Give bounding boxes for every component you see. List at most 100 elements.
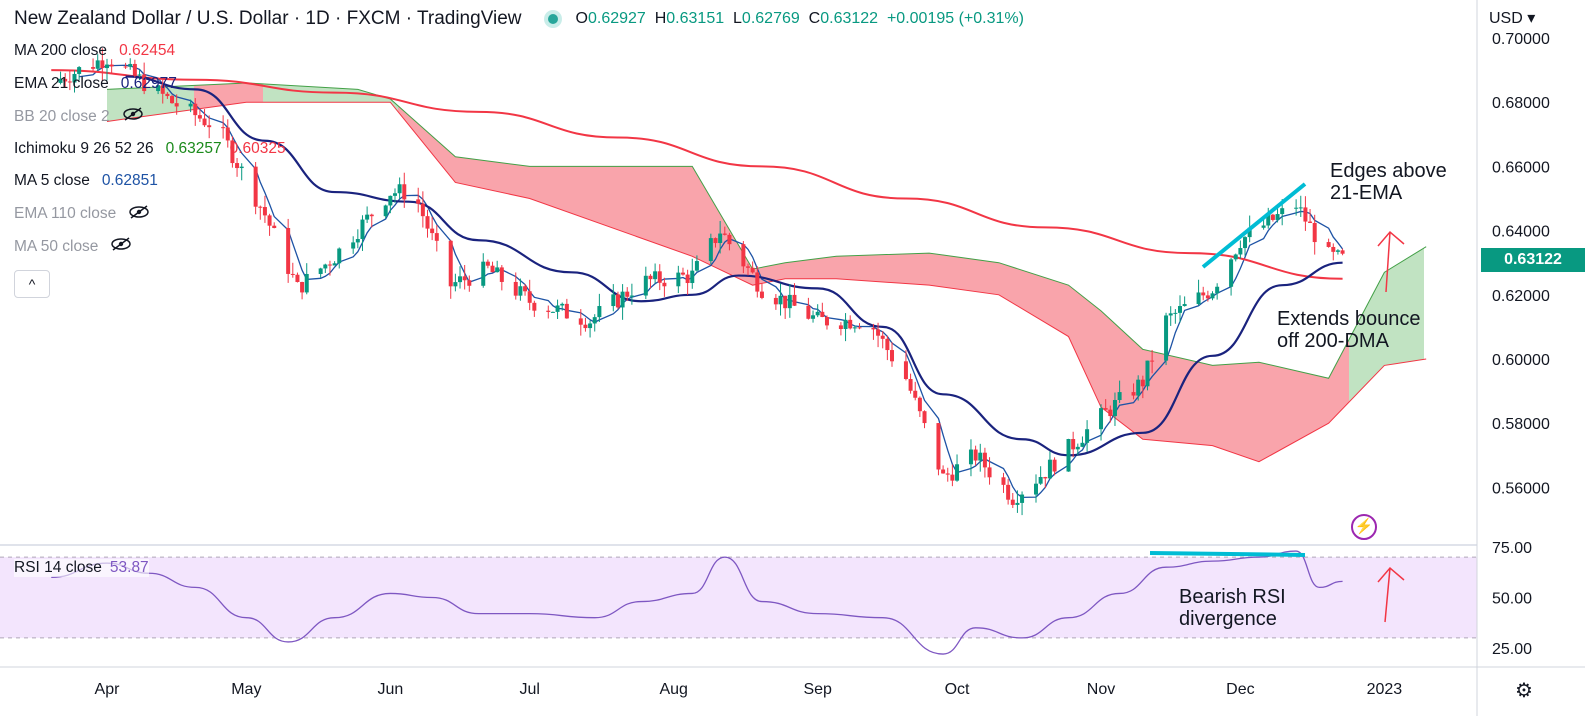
candle-body: [625, 291, 630, 297]
candle-body: [1298, 207, 1303, 209]
candle-body: [1331, 246, 1336, 252]
candle-body: [462, 276, 467, 281]
collapse-legend-button[interactable]: ^: [14, 270, 50, 298]
candle: [1294, 199, 1299, 216]
legend-row-ichimoku-9-26-52-26[interactable]: Ichimoku 9 26 52 26 0.63257 0.60325: [14, 140, 294, 158]
candle: [848, 315, 853, 330]
price-tick-label: 0.62000: [1492, 288, 1550, 305]
candle: [77, 66, 82, 81]
candle-body: [680, 272, 685, 275]
candle: [63, 73, 68, 88]
candle-body: [908, 379, 913, 391]
legend-value: 0.62851: [101, 172, 158, 189]
rsi-legend-name: RSI 14 close: [14, 559, 102, 576]
candle-body: [1280, 208, 1285, 215]
legend-row-ma-200-close[interactable]: MA 200 close 0.62454: [14, 42, 183, 60]
candle: [629, 283, 634, 305]
candle-body: [676, 272, 681, 287]
candle: [448, 239, 453, 299]
rsi-legend[interactable]: RSI 14 close 53.87: [14, 559, 149, 577]
candle-body: [564, 303, 569, 319]
candle-body: [903, 361, 908, 380]
candle-body: [327, 264, 332, 266]
candle-body: [629, 295, 634, 297]
candle: [1112, 392, 1117, 426]
candle-body: [295, 274, 300, 283]
symbol-title[interactable]: New Zealand Dollar / U.S. Dollar · 1D · …: [14, 8, 522, 29]
legend-row-ma-5-close[interactable]: MA 5 close 0.62851: [14, 172, 166, 190]
candle: [1150, 349, 1155, 374]
candle-body: [392, 193, 397, 196]
candle-body: [750, 267, 755, 273]
candle: [922, 410, 927, 429]
candle: [462, 265, 467, 290]
candle-body: [1020, 494, 1025, 503]
candle-body: [987, 467, 992, 478]
legend-row-ema-21-close[interactable]: EMA 21 close 0.62977: [14, 75, 185, 93]
candle-body: [235, 163, 240, 169]
candle-body: [67, 81, 72, 83]
candle-body: [397, 184, 402, 194]
candle-body: [1294, 207, 1299, 209]
candle: [221, 115, 226, 139]
candle: [778, 283, 783, 316]
candle: [453, 273, 458, 292]
candle-body: [578, 318, 583, 325]
price-arrow-head: [1377, 230, 1405, 247]
candle-body: [197, 115, 202, 119]
candle-body: [132, 63, 137, 76]
candle-body: [778, 295, 783, 305]
candle: [550, 311, 555, 313]
candle-body: [425, 216, 430, 229]
candle-body: [848, 319, 853, 329]
candle-body: [857, 327, 862, 329]
candle: [67, 70, 72, 91]
candle: [258, 205, 263, 220]
candle-body: [458, 276, 463, 283]
candle-body: [806, 305, 811, 319]
candle-body: [917, 397, 922, 412]
hidden-eye-icon[interactable]: [128, 204, 150, 224]
candle-body: [1071, 439, 1076, 450]
candle: [708, 233, 713, 265]
candle: [202, 109, 207, 127]
candle: [917, 396, 922, 418]
candle-body: [690, 270, 695, 284]
candle-body: [1215, 286, 1220, 294]
hidden-eye-icon[interactable]: [110, 237, 132, 256]
candle-body: [142, 74, 147, 92]
candle: [1047, 451, 1052, 479]
candle: [188, 99, 193, 113]
price-tick-label: 0.68000: [1492, 95, 1550, 112]
candle: [1117, 380, 1122, 403]
legend-row-bb-20-close-2[interactable]: BB 20 close 2: [14, 107, 144, 126]
candle-body: [300, 282, 305, 293]
candle: [100, 48, 105, 81]
legend-row-ma-50-close[interactable]: MA 50 close: [14, 237, 132, 256]
candle: [811, 310, 816, 323]
candle-body: [1164, 315, 1169, 361]
candle-body: [722, 233, 727, 235]
currency-selector[interactable]: USD ▾: [1489, 10, 1536, 27]
legend-name: Ichimoku 9 26 52 26: [14, 139, 154, 157]
gear-icon[interactable]: ⚙: [1515, 680, 1533, 702]
candle: [1108, 405, 1113, 423]
candle-body: [648, 275, 653, 280]
candle: [1136, 375, 1141, 401]
candle: [676, 265, 681, 294]
market-status-icon[interactable]: [547, 14, 558, 24]
candle-body: [202, 118, 207, 126]
hidden-eye-icon[interactable]: [122, 107, 144, 126]
candle-body: [787, 294, 792, 309]
legend-row-ema-110-close[interactable]: EMA 110 close: [14, 204, 150, 224]
candle: [815, 304, 820, 318]
candle-body: [890, 350, 895, 362]
candle: [267, 213, 272, 236]
candle: [495, 260, 500, 273]
candle: [694, 255, 699, 272]
candle-body: [945, 473, 950, 475]
rsi-legend-value: 53.87: [109, 559, 149, 576]
candle: [485, 259, 490, 269]
lightning-icon[interactable]: ⚡: [1351, 514, 1377, 540]
